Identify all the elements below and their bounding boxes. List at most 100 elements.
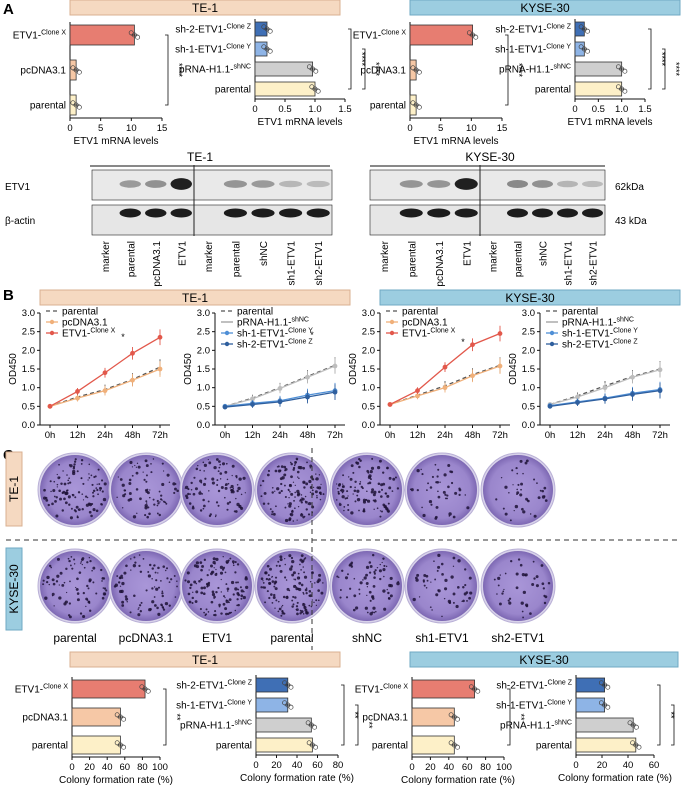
plate-row-box-kyse xyxy=(5,547,23,631)
plate-colony-0-3-96 xyxy=(303,486,306,489)
plate-colony-1-3-97 xyxy=(291,573,295,577)
plate-colony-1-0-17 xyxy=(58,596,62,600)
plate-colony-1-1-11 xyxy=(147,570,150,573)
plate-colony-1-4-63 xyxy=(371,611,374,614)
plate-colony-0-6-25 xyxy=(526,499,529,502)
colony-kyse-oe-dot-2-0 xyxy=(448,740,454,746)
plate-colony-0-2-38 xyxy=(200,481,203,484)
plate-colony-1-2-52 xyxy=(236,563,240,566)
plate-colony-0-1-41 xyxy=(121,507,124,509)
mrna-te1-oe-dot-2-2 xyxy=(76,104,82,110)
plate-colony-1-2-92 xyxy=(200,578,203,581)
plate-colony-1-5-6 xyxy=(452,592,456,596)
plate-colony-0-0-80 xyxy=(92,508,96,512)
plate-colony-1-0-65 xyxy=(42,583,45,586)
plate-colony-1-1-3 xyxy=(121,576,124,579)
plate-colony-0-3-98 xyxy=(299,500,301,502)
mrna-kyse-kd-dot-1-2 xyxy=(585,48,590,54)
plate-colony-1-3-99 xyxy=(308,604,311,607)
plate-colony-1-4-25 xyxy=(396,581,400,586)
od-te1-kd-point-3-4 xyxy=(332,389,338,395)
colony-te1-oe-label-1-base: pcDNA3.1 xyxy=(22,713,68,724)
plate-colony-1-3-86 xyxy=(288,554,292,558)
plate-colony-1-5-39 xyxy=(443,597,446,600)
od-te1-kd-point-1-4 xyxy=(332,363,338,369)
plate-colony-1-6-36 xyxy=(532,560,535,563)
plate-colony-0-3-34 xyxy=(295,461,297,463)
plate-colony-0-0-3 xyxy=(59,497,63,501)
plate-colony-0-3-114 xyxy=(290,492,294,496)
od-kyse-oe-legend-2-base: ETV1- xyxy=(402,329,430,340)
plate-colony-0-6-0 xyxy=(519,459,523,463)
colony-kyse-oe-xtick-label-0: 0 xyxy=(409,762,414,773)
plate-colony-0-0-81 xyxy=(97,493,99,496)
od-kyse-kd-legend-3-base: sh-2-ETV1- xyxy=(562,340,613,351)
plate-colony-0-4-56 xyxy=(394,476,397,479)
plate-colony-1-6-0 xyxy=(499,574,501,576)
plate-colony-1-3-77 xyxy=(300,569,302,571)
plate-colony-1-2-83 xyxy=(205,582,209,586)
plate-colony-1-1-55 xyxy=(157,586,161,589)
plate-colony-1-2-117 xyxy=(193,580,197,584)
plate-colony-0-5-36 xyxy=(444,493,447,496)
plate-colony-1-1-12 xyxy=(155,579,158,582)
plate-colony-0-3-44 xyxy=(309,491,312,494)
plate-colony-0-1-45 xyxy=(149,489,151,491)
colony-kyse-oe-sig-bracket xyxy=(507,688,511,746)
plate-colony-0-1-49 xyxy=(119,478,123,481)
plate-colony-1-2-107 xyxy=(225,612,228,616)
plate-colony-1-2-27 xyxy=(218,603,221,607)
plate-colony-0-4-68 xyxy=(386,494,390,498)
colony-te1-kd-dot-0-2 xyxy=(288,684,294,690)
colony-te1-kd-sig-bracket-2 xyxy=(355,704,359,746)
plate-colony-0-4-55 xyxy=(337,487,339,490)
plate-colony-1-3-57 xyxy=(314,582,316,584)
plate-colony-1-3-6 xyxy=(313,601,315,604)
plate-colony-1-2-116 xyxy=(212,560,216,565)
plate-colony-1-0-77 xyxy=(102,577,104,579)
plate-colony-0-3-127 xyxy=(288,504,292,508)
plate-colony-1-2-41 xyxy=(220,591,222,593)
mrna-kyse-oe-label-1-base: pcDNA3.1 xyxy=(360,66,406,77)
colony-kyse-kd-label-2-sup: shNC xyxy=(554,720,572,727)
plate-colony-0-0-14 xyxy=(101,503,103,506)
plate-colony-1-2-46 xyxy=(205,608,208,611)
plate-colony-0-0-24 xyxy=(69,516,73,520)
plate-colony-1-1-71 xyxy=(151,587,154,590)
blot-kyse-kd-lane-0: marker xyxy=(489,240,500,272)
plate-colony-0-4-91 xyxy=(339,502,341,504)
plate-colony-1-1-30 xyxy=(161,594,165,598)
od-kyse-kd-point-1-2 xyxy=(602,385,608,391)
plate-colony-0-3-68 xyxy=(297,465,301,470)
plate-colony-1-3-60 xyxy=(315,604,318,606)
plate-colony-0-2-21 xyxy=(217,470,220,473)
od-kyse-oe-legend-marker-1 xyxy=(389,319,395,325)
plate-colony-1-0-75 xyxy=(52,582,56,586)
plate-colony-1-6-24 xyxy=(517,558,521,561)
plate-colony-0-4-95 xyxy=(341,495,345,499)
plate-colony-1-2-70 xyxy=(226,587,230,591)
plate-colony-0-3-17 xyxy=(262,479,265,483)
plate-colony-0-6-3 xyxy=(517,483,520,486)
plate-colony-1-6-8 xyxy=(542,587,546,590)
mrna-te1-kd-label-1-sup: Clone Y xyxy=(226,44,251,51)
plate-colony-1-6-34 xyxy=(503,588,505,591)
plate-colony-0-2-3 xyxy=(199,469,201,472)
plate-colony-0-2-43 xyxy=(202,482,207,486)
blot-kyse-oe-lane-0: marker xyxy=(380,240,391,272)
blot-te1-oe-actin-band-3 xyxy=(170,208,192,218)
plate-colony-1-1-25 xyxy=(151,567,154,570)
plate-colony-1-3-116 xyxy=(264,571,267,574)
blot-kyse-oe-etv1-band-3 xyxy=(454,178,478,190)
plate-colony-0-2-2 xyxy=(208,490,210,492)
mrna-te1-oe-label-1-base: pcDNA3.1 xyxy=(20,66,66,77)
colony-te1-kd-dot-2-1 xyxy=(308,722,314,728)
plate-colony-1-4-6 xyxy=(352,608,356,612)
colony-te1-kd-dot-0-1 xyxy=(285,682,291,688)
plate-colony-1-0-15 xyxy=(65,567,68,571)
plate-colony-1-6-35 xyxy=(541,582,545,586)
colony-te1-oe-dot-1-2 xyxy=(121,716,127,722)
plate-colony-0-1-29 xyxy=(136,462,139,465)
colony-kyse-kd-xlabel: Colony formation rate (%) xyxy=(558,773,672,784)
colony-te1-oe-label-2-base: parental xyxy=(32,741,68,752)
